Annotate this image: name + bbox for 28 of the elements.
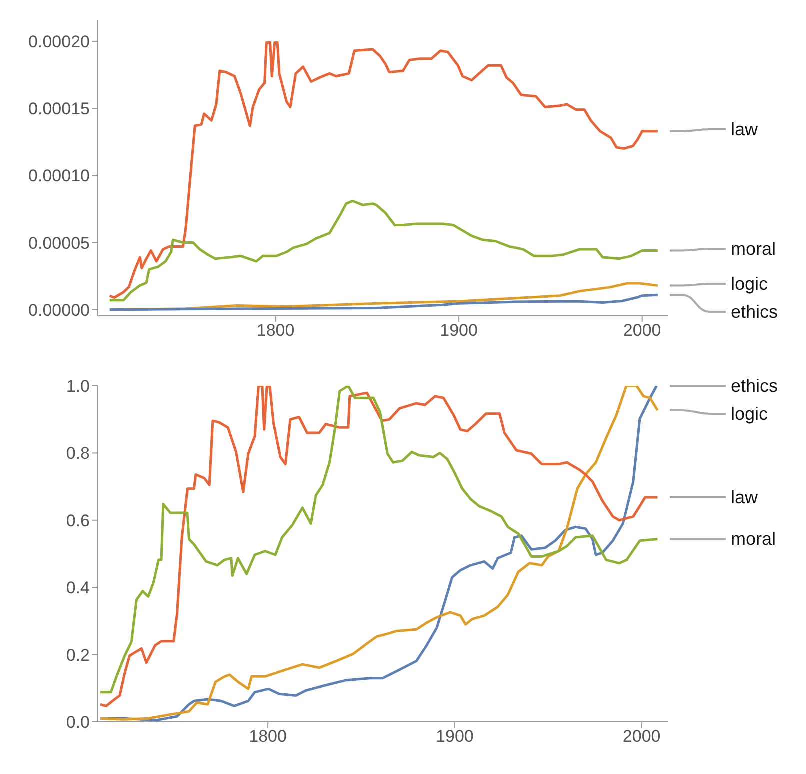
text: logic: [731, 274, 768, 294]
y-tick-label: 0.8: [66, 444, 90, 464]
text: law: [731, 488, 760, 508]
x-tick-label: 2000: [622, 727, 661, 746]
text: ethics: [731, 376, 778, 396]
text: ethics: [731, 302, 778, 322]
y-tick-label: 1.0: [66, 377, 90, 396]
y-tick-label: 0.00015: [28, 100, 90, 119]
x-tick-label: 2000: [623, 321, 662, 340]
line-series: [108, 294, 660, 312]
text: moral: [731, 238, 776, 259]
text: logic: [731, 404, 768, 424]
text: law: [731, 120, 760, 140]
y-tick-label: 0.00020: [28, 32, 90, 52]
y-tick-label: 0.00005: [28, 234, 90, 253]
y-tick-label: 0.2: [66, 646, 90, 665]
line-series: [108, 42, 660, 299]
x-tick-label: 1800: [249, 727, 287, 746]
x-tick-label: 1800: [256, 321, 295, 340]
line-series: [108, 200, 660, 302]
y-tick-label: 0.4: [66, 578, 90, 598]
y-tick-label: 0.0: [66, 713, 90, 732]
x-tick-label: 1900: [436, 727, 474, 746]
x-tick-label: 1900: [440, 321, 478, 340]
y-tick-label: 0.00000: [28, 300, 90, 320]
text: moral: [731, 529, 776, 550]
y-tick-label: 0.00010: [28, 166, 90, 186]
y-tick-label: 0.6: [66, 511, 90, 530]
